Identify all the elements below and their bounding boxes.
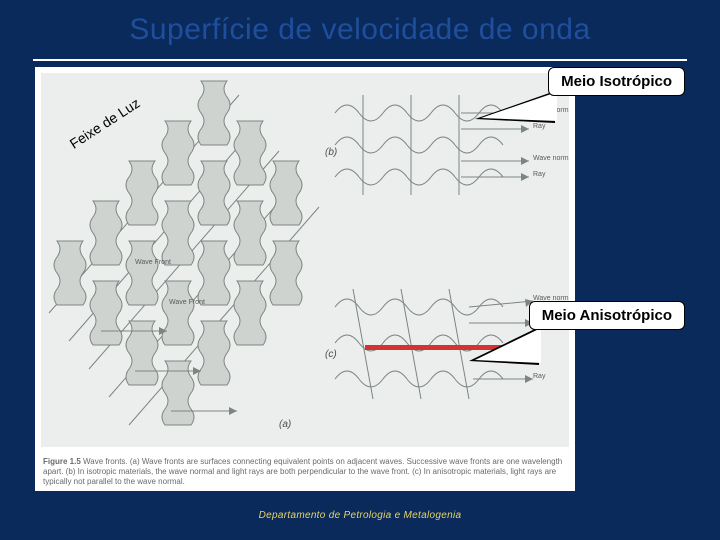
callout-anisotropic-tail-fill: [475, 328, 541, 363]
panel-c-label-ray2: Ray: [533, 373, 545, 380]
slide: Superfície de velocidade de onda: [5, 5, 715, 535]
panel-b-label-ray1: Ray: [533, 123, 545, 130]
panel-b-label-wn2: Wave norm: [533, 155, 569, 162]
title-divider: [33, 59, 687, 61]
figure-caption-rest: Wave fronts. (a) Wave fronts are surface…: [43, 457, 562, 486]
wave-front-label-1: Wave Front: [135, 259, 171, 266]
panel-b-label: (b): [325, 147, 337, 158]
callout-isotropic-tail-fill: [481, 92, 557, 121]
callout-anisotropic: Meio Anisotrópico: [529, 301, 685, 330]
panel-c-label: (c): [325, 349, 337, 360]
panel-b-label-ray2: Ray: [533, 171, 545, 178]
wave-front-label-2: Wave Front: [169, 299, 205, 306]
figure-caption-bold: Figure 1.5: [43, 457, 81, 466]
figure-container: Wave Front Wave Front: [35, 67, 575, 491]
footer-text: Departamento de Petrologia e Metalogenia: [5, 510, 715, 521]
callout-isotropic: Meio Isotrópico: [548, 67, 685, 96]
figure-caption: Figure 1.5 Wave fronts. (a) Wave fronts …: [43, 457, 567, 487]
page-title: Superfície de velocidade de onda: [5, 13, 715, 47]
figure-body: Wave Front Wave Front: [41, 73, 569, 447]
panel-a-label: (a): [279, 419, 291, 430]
